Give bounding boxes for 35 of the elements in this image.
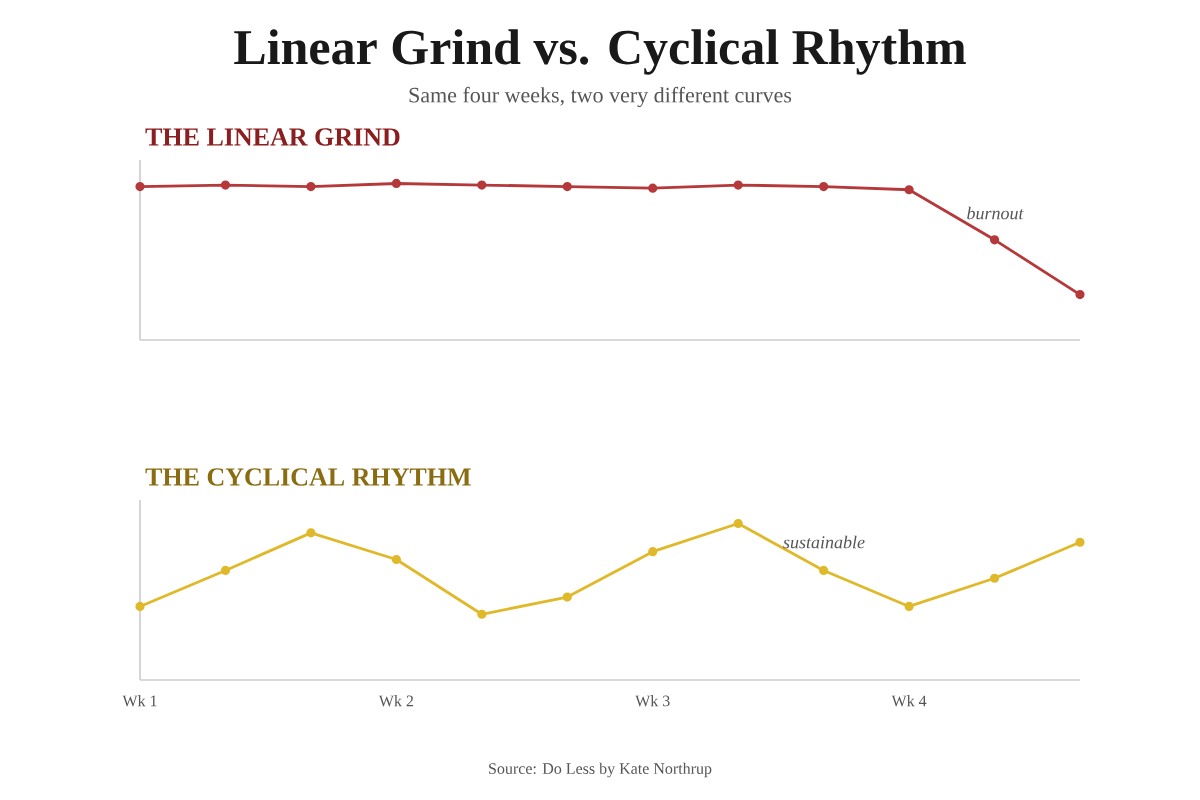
annotation: sustainable	[783, 535, 865, 549]
point	[391, 178, 401, 189]
point	[733, 518, 743, 529]
point	[391, 554, 401, 565]
source-note: Source: Do Less by Kate Northrup	[489, 762, 712, 778]
point	[1075, 290, 1085, 300]
point	[904, 601, 914, 612]
point	[220, 180, 231, 190]
point	[904, 185, 914, 195]
x-tick-label: Wk 4	[891, 695, 927, 707]
point	[648, 183, 658, 193]
point	[819, 182, 829, 192]
point	[135, 601, 145, 612]
point	[1075, 537, 1085, 547]
point	[989, 235, 1000, 245]
point	[306, 182, 316, 192]
point	[819, 565, 829, 576]
point	[648, 547, 658, 557]
point	[477, 180, 487, 190]
x-tick-label: Wk 1	[122, 695, 157, 707]
x-tick-label: Wk 2	[378, 695, 414, 707]
point	[220, 565, 231, 576]
annotation: burnout	[967, 206, 1024, 220]
point	[733, 180, 743, 190]
text: Same four weeks, two very different curves	[409, 86, 792, 108]
chart-title: THE CYCLICAL RHYTHM	[145, 468, 471, 486]
point	[306, 528, 316, 538]
point	[562, 592, 572, 602]
point	[562, 182, 572, 192]
point	[989, 573, 1000, 583]
text: Linear Grind vs. Cyclical Rhythm	[234, 29, 966, 75]
chart-title: THE LINEAR GRIND	[145, 128, 400, 146]
point	[135, 182, 145, 192]
x-tick-label: Wk 3	[635, 695, 670, 707]
point	[477, 609, 487, 619]
